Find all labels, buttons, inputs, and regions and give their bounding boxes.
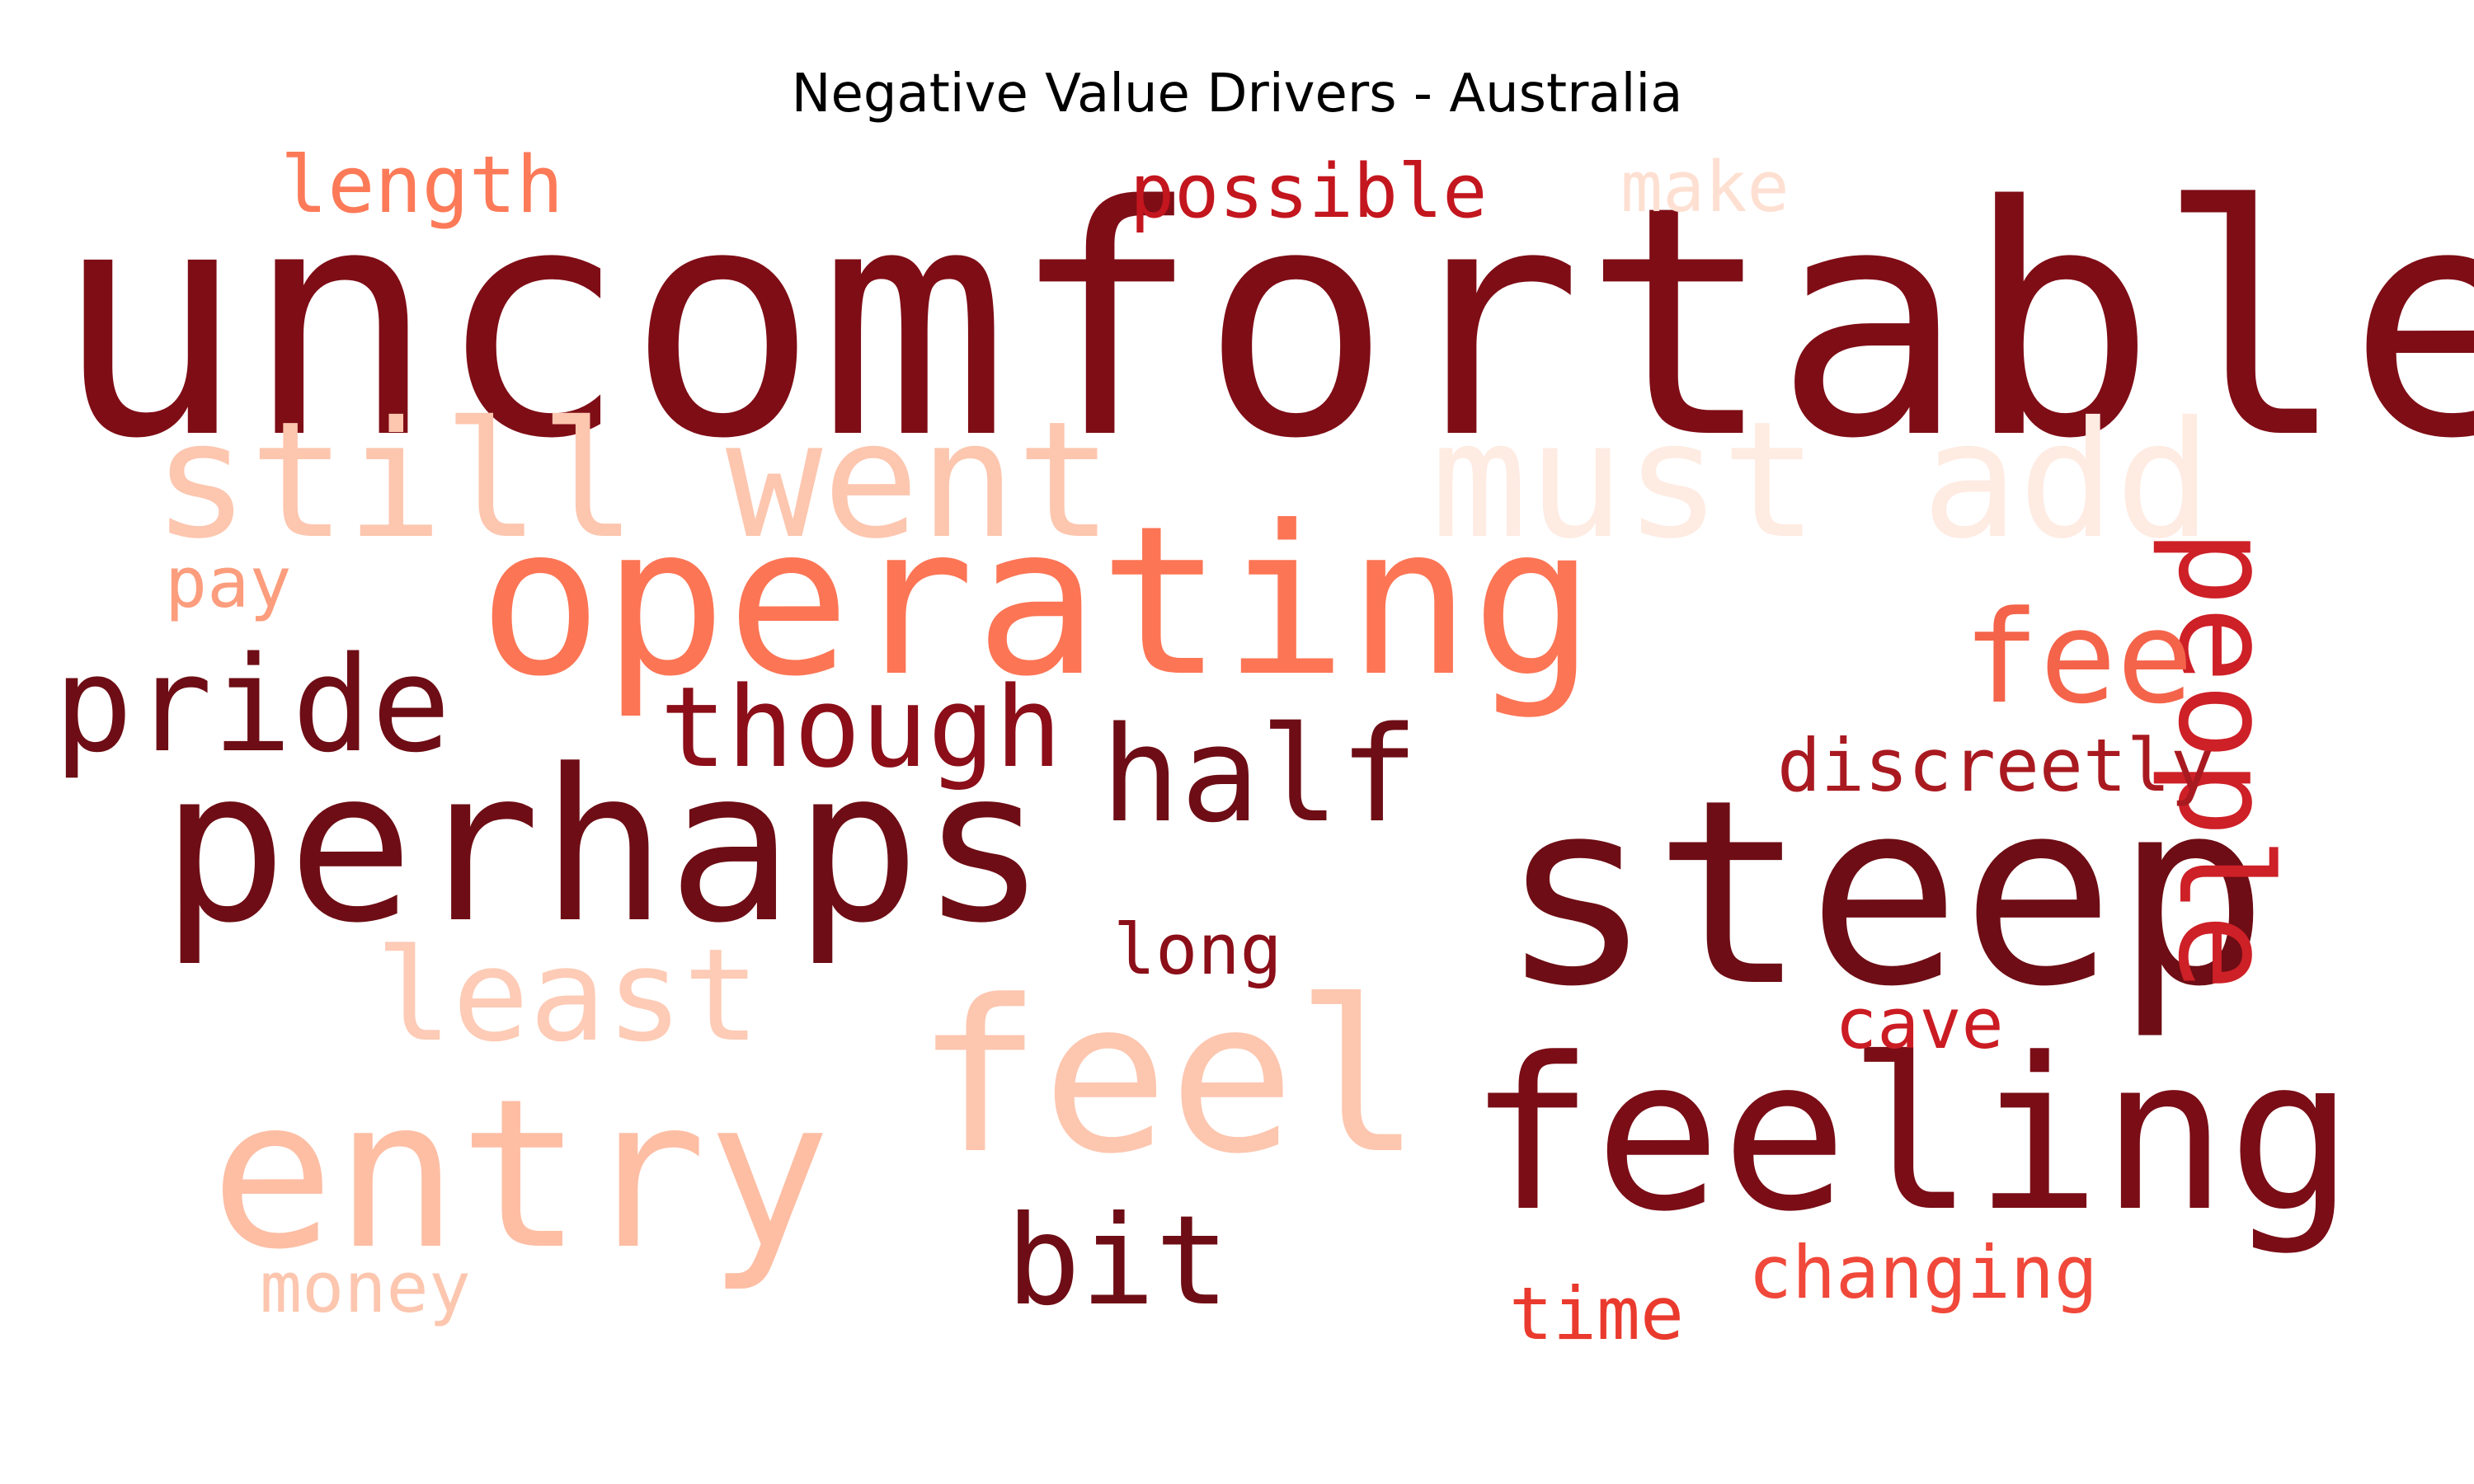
word-perhaps: perhaps bbox=[161, 725, 1047, 970]
word-least: least bbox=[375, 921, 760, 1070]
word-must: must bbox=[1431, 387, 1818, 574]
word-went: went bbox=[726, 387, 1113, 574]
word-long: long bbox=[1113, 909, 1282, 991]
word-length: length bbox=[280, 140, 564, 231]
word-pride: pride bbox=[54, 627, 451, 782]
word-discreetly: discreetly bbox=[1777, 723, 2214, 808]
word-fee: fee bbox=[1963, 583, 2194, 732]
word-still: still bbox=[153, 387, 637, 574]
word-though: though bbox=[660, 663, 1062, 792]
word-time: time bbox=[1509, 1271, 1684, 1356]
word-money: money bbox=[260, 1247, 471, 1329]
word-bit: bit bbox=[1006, 1190, 1230, 1333]
word-make: make bbox=[1620, 147, 1790, 228]
word-half: half bbox=[1101, 697, 1419, 852]
word-entry: entry bbox=[210, 1054, 831, 1294]
word-steep: steep bbox=[1499, 745, 2269, 1043]
chart-title: Negative Value Drivers - Australia bbox=[791, 63, 1683, 124]
word-pay: pay bbox=[165, 542, 292, 624]
word-possible: possible bbox=[1130, 148, 1488, 235]
word-feel: feel bbox=[915, 956, 1423, 1200]
word-feeling: feeling bbox=[1468, 1013, 2354, 1258]
word-operating: operating bbox=[478, 481, 1596, 721]
word-add: add bbox=[1921, 387, 2213, 574]
word-uncomfortable: uncomfortable bbox=[54, 139, 2474, 508]
word-changing: changing bbox=[1748, 1230, 2098, 1315]
word-cave: cave bbox=[1835, 984, 2004, 1065]
